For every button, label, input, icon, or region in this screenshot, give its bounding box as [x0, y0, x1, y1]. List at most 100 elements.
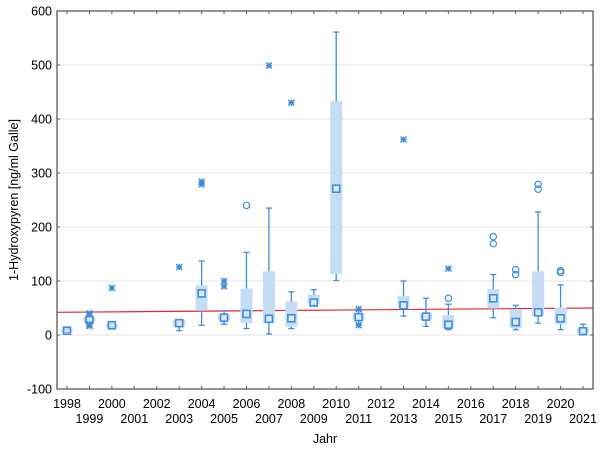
x-tick-label: 2017 [479, 412, 507, 426]
median-marker [264, 314, 274, 324]
axes [56, 10, 594, 390]
extreme-star [85, 309, 93, 317]
y-tick-label: 300 [31, 167, 52, 181]
iqr-box [83, 317, 96, 323]
median-marker [444, 320, 453, 330]
extreme-star [400, 136, 408, 144]
outlier-circle [556, 266, 565, 275]
box-2003 [173, 263, 186, 332]
median-marker [309, 298, 319, 307]
iqr-box [173, 319, 186, 327]
box-2015 [442, 265, 455, 331]
outlier-circle [511, 270, 520, 279]
iqr-box [419, 313, 432, 320]
x-tick-label: 2002 [143, 397, 171, 411]
extreme-star [444, 265, 452, 273]
x-tick-label: 1999 [76, 412, 104, 426]
x-tick-label: 2015 [434, 412, 462, 426]
x-tick-label: 2004 [188, 397, 216, 411]
outlier-circle [534, 185, 542, 194]
regression-line [56, 307, 594, 313]
median-marker [533, 308, 543, 317]
x-tick-label: 2009 [300, 412, 328, 426]
extreme-star [175, 263, 183, 271]
box-2011 [352, 305, 365, 329]
box-2004 [195, 178, 208, 326]
box-2010 [330, 31, 343, 282]
trend-line [56, 307, 594, 313]
extreme-star [355, 305, 363, 313]
median-marker [511, 317, 520, 327]
iqr-box [577, 328, 589, 333]
iqr-box [105, 324, 118, 327]
box-2021 [577, 323, 589, 336]
iqr-box [487, 289, 500, 309]
x-tick-label: 2011 [345, 412, 372, 426]
x-axis-title: Jahr [313, 432, 337, 446]
x-tick-label: 2003 [165, 412, 193, 426]
iqr-box [330, 101, 343, 274]
box-2000 [105, 284, 118, 330]
y-tick-label: 100 [31, 275, 52, 289]
outlier-circle [444, 294, 453, 303]
x-tick-label: 2005 [210, 412, 238, 426]
extreme-star [108, 284, 116, 292]
y-tick-label: 600 [31, 5, 52, 19]
iqr-box [352, 313, 365, 320]
median-marker [399, 300, 408, 310]
median-marker [219, 313, 229, 323]
y-tick-label: 200 [31, 221, 52, 235]
extreme-star [265, 62, 273, 70]
x-tick-label: 2014 [412, 397, 440, 411]
median-marker [488, 293, 498, 303]
x-tick-label: 2010 [322, 397, 350, 411]
y-tick-labels: -100 0 100 200 300 400 500 600 [27, 5, 52, 397]
median-marker [242, 309, 251, 319]
iqr-box [61, 329, 73, 332]
outlier-circle [489, 232, 498, 241]
median-marker [174, 318, 184, 328]
x-tick-label: 2021 [569, 412, 597, 426]
x-tick-label: 1998 [53, 397, 81, 411]
x-tick-label: 2001 [120, 412, 148, 426]
iqr-box [532, 271, 545, 317]
median-marker [578, 326, 588, 336]
box-1999 [83, 309, 96, 330]
box-2014 [419, 297, 432, 328]
y-axis-title: 1-Hydroxypyren [ng/ml Galle] [7, 119, 21, 281]
box-2019 [532, 180, 545, 324]
median-marker [107, 320, 117, 330]
extreme-star [198, 178, 206, 186]
box-2009 [307, 288, 320, 307]
box-2008 [285, 99, 298, 330]
iqr-box [218, 315, 231, 321]
x-tick-label: 2012 [367, 397, 395, 411]
x-tick-label: 2016 [457, 397, 485, 411]
extreme-star [355, 321, 363, 329]
x-tick-label: 2000 [98, 397, 126, 411]
median-marker [556, 313, 565, 323]
median-marker [197, 289, 206, 298]
boxes [61, 31, 589, 336]
iqr-box [262, 271, 275, 324]
x-tick-label: 2019 [524, 412, 552, 426]
outlier-circle [534, 180, 542, 189]
extreme-star [220, 277, 228, 285]
box-2017 [487, 232, 500, 319]
extreme-star [287, 99, 295, 107]
box-2020 [554, 266, 567, 331]
x-tick-label: 2018 [502, 397, 530, 411]
y-tick-label: 400 [31, 113, 52, 127]
median-marker [421, 312, 431, 321]
plot-frame [56, 10, 594, 390]
median-marker [331, 184, 341, 193]
box-2005 [218, 277, 231, 325]
box-1998 [61, 326, 73, 335]
x-tick-label: 2013 [390, 412, 418, 426]
outlier-circle [242, 201, 251, 210]
extreme-star [85, 320, 93, 328]
y-tick-label: -100 [27, 383, 52, 397]
outlier-circle [511, 265, 520, 274]
x-tick-label: 2007 [255, 412, 283, 426]
